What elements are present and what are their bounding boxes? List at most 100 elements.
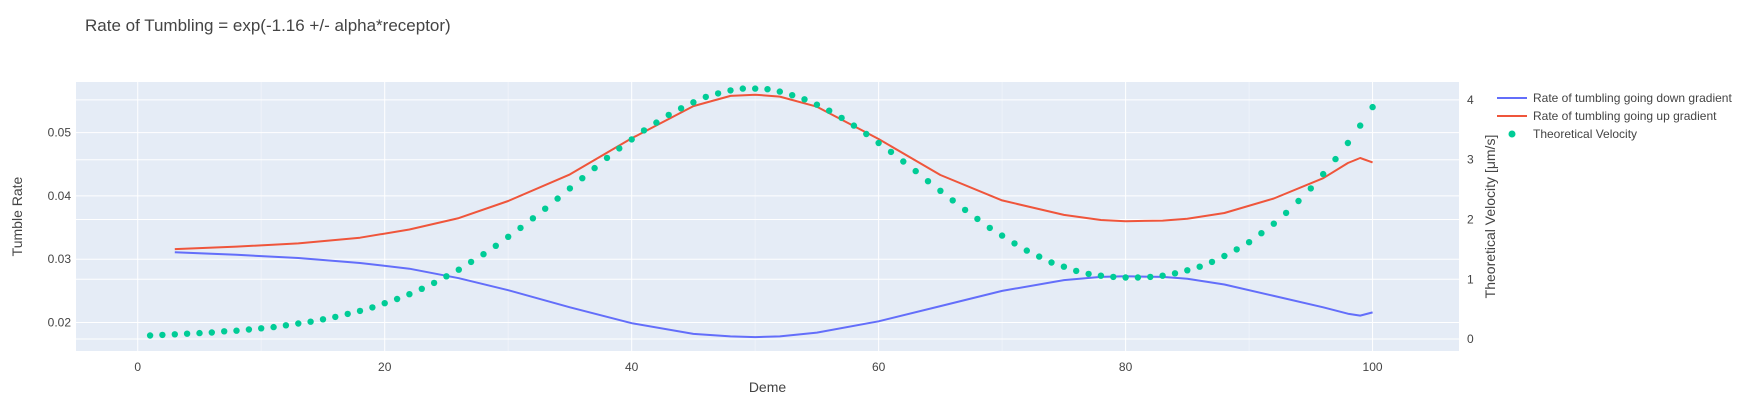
- y-tick-label: 0.04: [48, 189, 72, 203]
- y2-tick-label: 2: [1467, 212, 1474, 226]
- velocity-point: [393, 295, 401, 303]
- velocity-point: [1332, 155, 1339, 163]
- velocity-point: [1369, 103, 1376, 111]
- velocity-point: [356, 307, 364, 315]
- velocity-point: [1344, 139, 1352, 147]
- velocity-point: [702, 93, 709, 101]
- velocity-point: [677, 105, 685, 112]
- velocity-point: [1023, 247, 1030, 254]
- plot-background: [76, 82, 1459, 351]
- legend-label: Theoretical Velocity: [1533, 127, 1637, 141]
- x-tick-label: 80: [1119, 360, 1133, 374]
- velocity-point: [912, 167, 919, 175]
- legend-label: Rate of tumbling going up gradient: [1533, 109, 1717, 123]
- velocity-point: [319, 316, 327, 323]
- velocity-point: [517, 224, 524, 232]
- velocity-point: [492, 242, 499, 249]
- velocity-point: [665, 111, 672, 119]
- velocity-point: [171, 331, 178, 338]
- velocity-point: [875, 139, 882, 147]
- y-tick-label: 0.02: [48, 316, 72, 330]
- legend-label: Rate of tumbling going down gradient: [1533, 91, 1732, 105]
- velocity-point: [714, 90, 722, 97]
- legend-swatch: [1508, 130, 1516, 138]
- x-tick-label: 0: [134, 360, 141, 374]
- velocity-point: [752, 85, 759, 92]
- velocity-point: [579, 175, 586, 182]
- velocity-point: [887, 148, 895, 156]
- x-tick-label: 40: [625, 360, 639, 374]
- velocity-point: [863, 130, 870, 138]
- velocity-point: [628, 136, 635, 143]
- velocity-point: [653, 119, 660, 126]
- velocity-point: [344, 310, 351, 318]
- velocity-point: [1196, 263, 1203, 270]
- velocity-point: [183, 330, 191, 337]
- velocity-point: [406, 291, 413, 298]
- y-axis-title: Tumble Rate: [9, 176, 25, 256]
- velocity-point: [789, 92, 796, 99]
- tick-labels: 0 20 40 60 80 100 0.02 0.03 0.04 0.05 0 1 2 3 4: [48, 93, 1474, 374]
- velocity-point: [591, 164, 598, 172]
- velocity-point: [480, 251, 487, 258]
- velocity-point: [1171, 270, 1179, 277]
- velocity-point: [1036, 253, 1043, 260]
- velocity-point: [986, 224, 993, 232]
- y2-tick-label: 4: [1467, 93, 1474, 107]
- series-layer: [146, 85, 1376, 339]
- velocity-point: [826, 107, 833, 114]
- velocity-point: [554, 195, 561, 202]
- y2-axis-title: Theoretical Velocity [μm/s]: [1482, 135, 1498, 299]
- velocity-point: [838, 114, 845, 122]
- velocity-point: [900, 158, 907, 165]
- velocity-point: [1159, 272, 1166, 279]
- velocity-point: [332, 313, 339, 321]
- y-tick-label: 0.03: [48, 252, 72, 266]
- velocity-point: [1060, 263, 1068, 270]
- velocity-point: [813, 101, 821, 108]
- velocity-point: [1270, 220, 1278, 227]
- velocity-point: [961, 206, 969, 214]
- velocity-point: [505, 233, 512, 240]
- velocity-point: [764, 86, 771, 93]
- velocity-point: [1208, 258, 1216, 266]
- velocity-point: [1134, 274, 1142, 281]
- velocity-point: [1221, 252, 1228, 260]
- x-axis-title: Deme: [749, 379, 787, 395]
- velocity-point: [616, 145, 623, 152]
- gridlines: [76, 82, 1459, 351]
- velocity-point: [381, 300, 388, 307]
- velocity-point: [208, 329, 215, 336]
- velocity-point: [1245, 239, 1253, 246]
- series-line-1: [174, 251, 1373, 339]
- velocity-point: [418, 285, 425, 292]
- velocity-point: [1097, 272, 1105, 279]
- chart-title: Rate of Tumbling = exp(-1.16 +/- alpha*r…: [85, 16, 451, 35]
- velocity-point: [233, 327, 240, 334]
- velocity-point: [245, 326, 253, 333]
- velocity-point: [196, 329, 203, 337]
- velocity-point: [1184, 267, 1191, 274]
- y-tick-label: 0.05: [48, 126, 72, 140]
- y2-tick-label: 3: [1467, 153, 1474, 167]
- velocity-point: [1233, 246, 1240, 253]
- velocity-point: [221, 328, 228, 335]
- velocity-point: [1357, 122, 1364, 129]
- velocity-point: [1085, 270, 1092, 278]
- velocity-point: [369, 304, 376, 311]
- y2-tick-label: 1: [1467, 272, 1474, 286]
- velocity-point: [270, 323, 277, 331]
- velocity-point: [690, 99, 697, 106]
- y2-tick-label: 0: [1467, 332, 1474, 346]
- velocity-point: [1320, 170, 1327, 178]
- velocity-point: [603, 154, 611, 162]
- velocity-point: [1048, 259, 1055, 266]
- velocity-point: [1295, 197, 1302, 205]
- velocity-point: [974, 215, 981, 223]
- velocity-point: [727, 87, 734, 94]
- velocity-point: [146, 332, 154, 339]
- velocity-point: [1110, 273, 1117, 281]
- velocity-point: [1011, 240, 1018, 247]
- velocity-point: [801, 96, 808, 103]
